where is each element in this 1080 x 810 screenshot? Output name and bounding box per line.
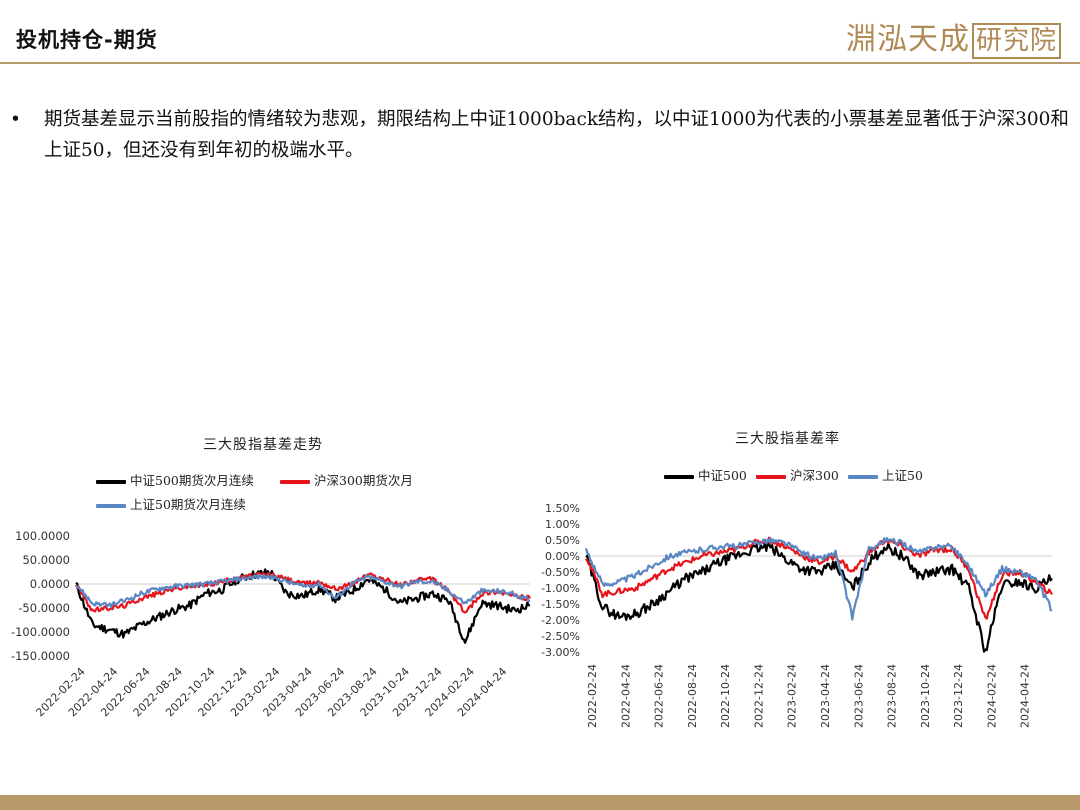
chart2-y-tick-label: -3.00% — [541, 646, 580, 659]
chart1-legend-item-2: 上证50期货次月连续 — [96, 494, 246, 513]
chart1-series-line-2 — [76, 573, 531, 609]
brand-logo: 淵泓天成 研究院 — [846, 14, 1062, 59]
chart2-x-tick-label: 2022-10-24 — [719, 664, 732, 728]
chart2-x-tick-label: 2023-10-24 — [919, 664, 932, 728]
chart1-legend-label-1: 沪深300期货次月 — [314, 473, 413, 488]
chart2-y-tick-label: -0.50% — [541, 566, 580, 579]
chart2-x-tick-label: 2022-08-24 — [686, 664, 699, 728]
chart2-y-tick-label: 0.00% — [545, 550, 580, 563]
chart1-y-tick-label: -50.0000 — [18, 601, 70, 615]
footer-bar — [0, 795, 1080, 810]
chart2-x-tick-label: 2023-12-24 — [952, 664, 965, 728]
chart1-y-tick-label: 100.0000 — [15, 529, 70, 543]
logo-text: 淵泓天成 — [846, 22, 970, 57]
chart2-x-tick-label: 2022-06-24 — [653, 664, 666, 728]
chart1-plot: 100.0000 50.0000 0.0000 -50.0000 -100.0000 -1… — [11, 529, 531, 719]
chart2-y-tick-label: -2.50% — [541, 630, 580, 643]
chart1-legend: 中证500期货次月连续 沪深300期货次月 上证50期货次月连续 — [96, 470, 516, 516]
chart1-legend-swatch-0 — [96, 479, 126, 484]
chart1-series-line-0 — [75, 568, 531, 644]
chart1-legend-item-0: 中证500期货次月连续 — [96, 470, 254, 489]
chart1-title: 三大股指基差走势 — [203, 437, 323, 453]
chart1-y-tick-label: -100.0000 — [11, 625, 70, 639]
chart2-legend-item-1: 沪深300 — [756, 465, 839, 484]
chart2-legend-label-1: 沪深300 — [790, 468, 839, 483]
chart1-legend-swatch-1 — [280, 479, 310, 484]
chart2-plot: 1.50% 1.00% 0.50% 0.00% -0.50% -1.00% -1.50% -2… — [541, 502, 1053, 728]
chart2-x-tick-label: 2023-08-24 — [886, 664, 899, 728]
chart1-legend-label-2: 上证50期货次月连续 — [130, 497, 246, 512]
chart1-legend-item-1: 沪深300期货次月 — [280, 470, 413, 489]
chart2-legend-swatch-0 — [664, 474, 694, 479]
chart2-y-tick-label: 1.00% — [545, 518, 580, 531]
chart2-y-tick-label: -2.00% — [541, 614, 580, 627]
bullet-dot-icon: • — [10, 109, 21, 130]
chart2-legend-label-0: 中证500 — [698, 468, 747, 483]
chart2-legend-item-2: 上证50 — [848, 465, 923, 484]
chart2-y-tick-label: 1.50% — [545, 502, 580, 515]
chart2-legend-label-2: 上证50 — [882, 468, 923, 483]
chart1-series-line-1 — [74, 571, 531, 614]
chart2-x-tick-label: 2022-12-24 — [752, 664, 765, 728]
chart2-legend-swatch-1 — [756, 474, 786, 479]
chart2-y-tick-label: 0.50% — [545, 534, 580, 547]
chart1-legend-swatch-2 — [96, 503, 126, 508]
bullet-text: 期货基差显示当前股指的情绪较为悲观，期限结构上中证1000back结构，以中证1… — [44, 109, 1069, 161]
chart2-legend-swatch-2 — [848, 474, 878, 479]
chart2-x-tick-label: 2022-04-24 — [619, 664, 632, 728]
chart2-y-tick-label: -1.00% — [541, 582, 580, 595]
chart2-series-line-0 — [585, 541, 1053, 653]
chart2-x-tick-label: 2024-02-24 — [985, 664, 998, 728]
chart2-y-tick-label: -1.50% — [541, 598, 580, 611]
chart2-x-tick-label: 2023-02-24 — [786, 664, 799, 728]
chart2-x-tick-label: 2023-04-24 — [819, 664, 832, 728]
chart2-series-line-2 — [584, 536, 1053, 621]
chart2-title: 三大股指基差率 — [735, 431, 840, 447]
chart1-y-tick-label: 50.0000 — [22, 553, 70, 567]
chart2-series-line-1 — [585, 536, 1053, 620]
page-title: 投机持仓-期货 — [16, 28, 158, 52]
chart2-x-tick-label: 2023-06-24 — [852, 664, 865, 728]
chart2-legend-item-0: 中证500 — [664, 465, 747, 484]
chart1-y-tick-label: -150.0000 — [11, 649, 70, 663]
chart1-y-tick-label: 0.0000 — [30, 577, 70, 591]
logo-box-text: 研究院 — [972, 23, 1062, 59]
chart2-legend: 中证500 沪深300 上证50 — [664, 465, 964, 487]
chart1-legend-label-0: 中证500期货次月连续 — [130, 473, 254, 488]
chart2-x-tick-label: 2024-04-24 — [1019, 664, 1032, 728]
header-divider — [0, 62, 1080, 64]
chart2-x-tick-label: 2022-02-24 — [586, 664, 599, 728]
bullet-point: • 期货基差显示当前股指的情绪较为悲观，期限结构上中证1000back结构，以中… — [10, 104, 1070, 166]
